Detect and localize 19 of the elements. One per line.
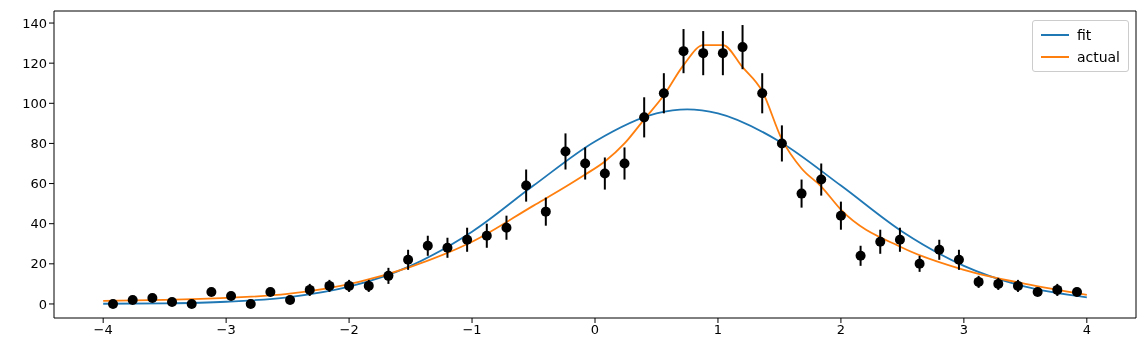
y-tick-label: 0 xyxy=(38,296,47,312)
legend-label: fit xyxy=(1076,26,1092,45)
x-tick-label: 0 xyxy=(590,322,600,338)
x-tick-label: −3 xyxy=(216,322,236,338)
y-tick-label: 100 xyxy=(22,95,47,111)
x-tick-label: 1 xyxy=(713,322,723,338)
x-tick-label: 3 xyxy=(959,322,968,338)
x-tick-label: −1 xyxy=(462,322,482,338)
y-tick-label: 20 xyxy=(30,256,47,272)
y-tick-label: 40 xyxy=(30,216,47,232)
x-tick-label: 2 xyxy=(836,322,846,338)
y-tick-label: 80 xyxy=(30,136,47,152)
y-tick-label: 120 xyxy=(22,55,47,71)
x-tick-label: 4 xyxy=(1082,322,1091,338)
y-tick-label: 140 xyxy=(22,15,47,31)
y-tick-label: 60 xyxy=(30,176,47,192)
legend-label: actual xyxy=(1076,48,1120,67)
x-tick-label: −2 xyxy=(339,322,359,338)
x-tick-label: −4 xyxy=(93,322,113,338)
